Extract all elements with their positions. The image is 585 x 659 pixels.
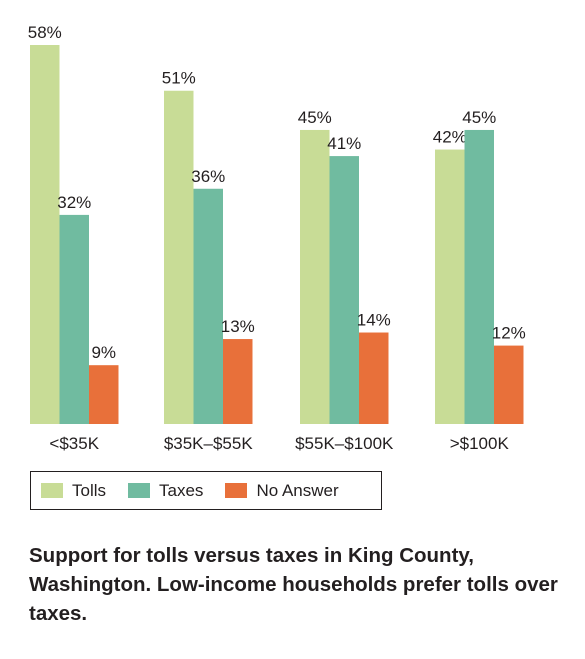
data-label-no-answer-2: 13%: [221, 317, 255, 336]
chart-caption: Support for tolls versus taxes in King C…: [29, 544, 558, 625]
bar-no-answer-3: [359, 332, 389, 424]
x-tick-label-2: $35K–$55K: [164, 434, 254, 453]
bar-tolls-3: [300, 129, 330, 424]
data-label-no-answer-1: 9%: [91, 343, 116, 362]
data-label-tolls-4: 42%: [433, 128, 467, 147]
legend-label-tolls: Tolls: [72, 480, 107, 500]
legend-swatch-no-answer: [225, 483, 248, 498]
data-label-tolls-1: 58%: [28, 23, 62, 42]
x-tick-label-4: >$100K: [450, 434, 510, 453]
bar-taxes-4: [464, 129, 494, 424]
data-label-tolls-3: 45%: [298, 108, 332, 127]
data-label-taxes-2: 36%: [191, 167, 225, 186]
bar-taxes-3: [329, 156, 359, 424]
data-label-taxes-3: 41%: [327, 134, 361, 153]
data-label-no-answer-3: 14%: [357, 311, 391, 330]
bar-taxes-1: [59, 214, 89, 424]
bar-tolls-1: [30, 45, 60, 424]
legend-label-taxes: Taxes: [159, 480, 204, 500]
bar-chart: 58% 32% 9% <$35K 51% 36% 13% $35K–$55K 45% 41% 14%…: [28, 23, 526, 453]
x-tick-label-3: $55K–$100K: [295, 434, 394, 453]
legend-swatch-taxes: [128, 483, 151, 498]
data-label-taxes-4: 45%: [462, 108, 496, 127]
bar-taxes-2: [193, 188, 223, 424]
legend-item-no-answer: No Answer: [225, 480, 339, 501]
data-label-taxes-1: 32%: [57, 193, 91, 212]
bar-tolls-2: [164, 90, 194, 424]
data-label-no-answer-4: 12%: [492, 324, 526, 343]
legend-swatch-tolls: [41, 483, 63, 498]
legend-item-taxes: Taxes: [128, 481, 203, 501]
chart-legend: Tolls Taxes No Answer: [30, 471, 382, 510]
bar-no-answer-1: [89, 365, 119, 424]
bar-no-answer-2: [223, 339, 253, 424]
legend-item-tolls: Tolls: [41, 481, 106, 501]
legend-label-no-answer: No Answer: [256, 480, 339, 500]
bar-no-answer-4: [494, 345, 524, 424]
x-tick-label-1: <$35K: [49, 434, 99, 453]
bar-tolls-4: [435, 149, 465, 424]
data-label-tolls-2: 51%: [162, 69, 196, 88]
